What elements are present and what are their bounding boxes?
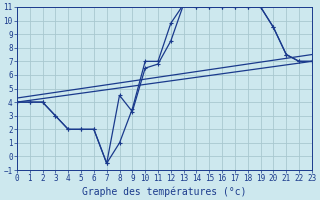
X-axis label: Graphe des températures (°c): Graphe des températures (°c) [82, 186, 247, 197]
